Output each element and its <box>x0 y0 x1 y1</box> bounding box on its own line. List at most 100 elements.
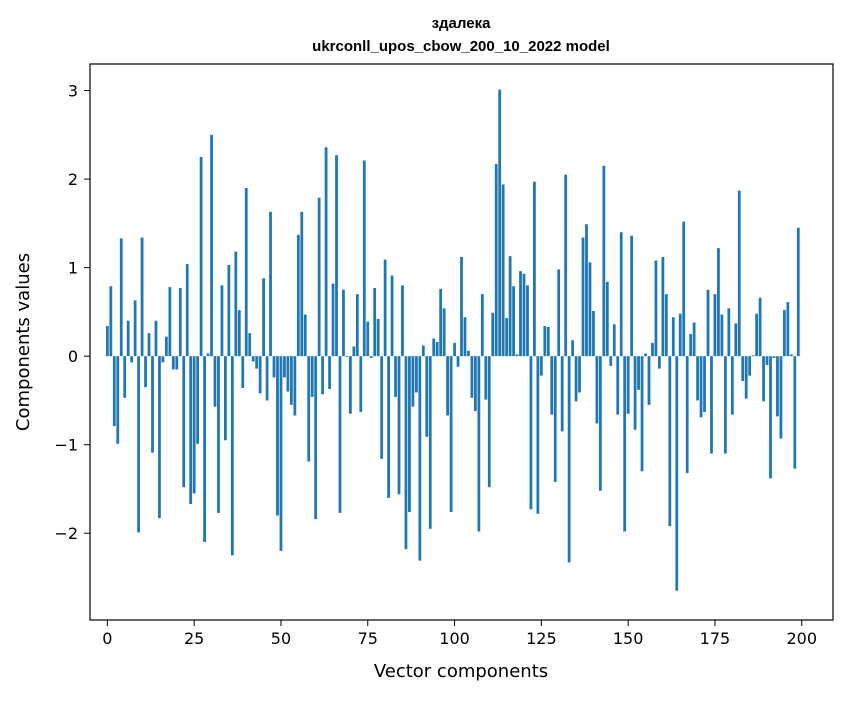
bar <box>446 356 449 416</box>
bar <box>352 346 356 357</box>
bar <box>553 356 557 482</box>
bar <box>300 211 304 357</box>
bar <box>408 356 411 512</box>
bar <box>192 356 196 494</box>
bar <box>345 356 349 358</box>
bar <box>196 356 200 444</box>
bar <box>644 353 647 357</box>
bar <box>401 285 404 357</box>
bar <box>425 356 429 437</box>
bar <box>585 224 588 357</box>
bar <box>283 356 286 378</box>
bar <box>394 356 397 397</box>
x-tick-label: 200 <box>786 629 817 648</box>
bar <box>220 285 224 357</box>
bar <box>765 356 769 366</box>
bar <box>439 288 443 357</box>
bar <box>664 294 668 357</box>
bar <box>703 356 706 412</box>
bar <box>626 356 630 414</box>
bar <box>217 356 220 513</box>
bar <box>349 356 352 414</box>
bar <box>776 356 779 417</box>
bar <box>109 286 113 357</box>
bar <box>783 310 786 357</box>
bar <box>272 356 276 378</box>
bar <box>640 356 644 472</box>
bar <box>151 356 154 453</box>
bar <box>533 181 536 357</box>
bar <box>619 232 623 357</box>
bar <box>380 356 384 459</box>
bar <box>602 165 606 357</box>
bar <box>116 356 120 444</box>
bar <box>307 356 311 462</box>
bar <box>789 354 793 357</box>
bar <box>435 342 439 357</box>
bar <box>484 356 488 400</box>
bar <box>571 340 574 357</box>
bar <box>536 356 540 514</box>
y-axis-ticks: −2 −1 0 1 2 3 <box>54 82 90 543</box>
bar <box>404 356 408 550</box>
bar <box>383 259 387 357</box>
bar <box>342 289 345 357</box>
bar <box>258 356 262 394</box>
bar <box>289 356 293 405</box>
bar <box>609 356 613 366</box>
bar <box>793 356 797 469</box>
bar <box>658 356 661 369</box>
bar <box>519 271 522 357</box>
bar <box>682 221 686 357</box>
bar <box>171 356 175 370</box>
bar <box>463 317 467 357</box>
y-tick-label: −2 <box>54 524 78 543</box>
bar <box>442 308 446 357</box>
bar <box>470 356 474 398</box>
bar <box>387 356 390 498</box>
x-tick-label: 100 <box>439 629 470 648</box>
bar <box>748 356 752 376</box>
bar <box>654 260 658 357</box>
bar <box>366 321 370 357</box>
bar <box>713 294 717 357</box>
bar <box>720 314 724 357</box>
bar <box>734 323 738 357</box>
x-tick-label: 75 <box>358 629 378 648</box>
bar <box>543 326 547 357</box>
plot-frame <box>89 63 834 621</box>
bar <box>248 333 252 357</box>
bar <box>758 297 762 357</box>
bar <box>498 89 502 357</box>
bar <box>710 356 713 454</box>
bar <box>512 286 515 357</box>
bar <box>671 317 675 357</box>
bar <box>494 164 498 357</box>
bar <box>453 342 456 357</box>
bar <box>338 356 342 513</box>
bar <box>578 356 581 393</box>
bar <box>206 353 210 357</box>
x-axis-label: Vector components <box>374 661 548 682</box>
bar <box>168 287 172 357</box>
x-tick-label: 50 <box>271 629 291 648</box>
bar <box>265 356 269 401</box>
chart-subtitle: ukrconll_upos_cbow_200_10_2022 model <box>312 38 610 55</box>
bar <box>723 356 727 454</box>
bar <box>428 356 432 529</box>
bar <box>557 269 561 357</box>
bar <box>769 356 772 479</box>
y-axis-label: Components values <box>13 253 34 431</box>
bar <box>581 237 585 357</box>
bar <box>661 257 665 357</box>
bar <box>199 156 203 357</box>
bar <box>467 350 470 357</box>
bar <box>751 355 755 357</box>
bar <box>737 190 741 357</box>
bar <box>501 184 505 357</box>
bar <box>706 289 710 357</box>
bar <box>678 313 682 357</box>
bar <box>637 356 640 390</box>
bar <box>317 197 321 357</box>
